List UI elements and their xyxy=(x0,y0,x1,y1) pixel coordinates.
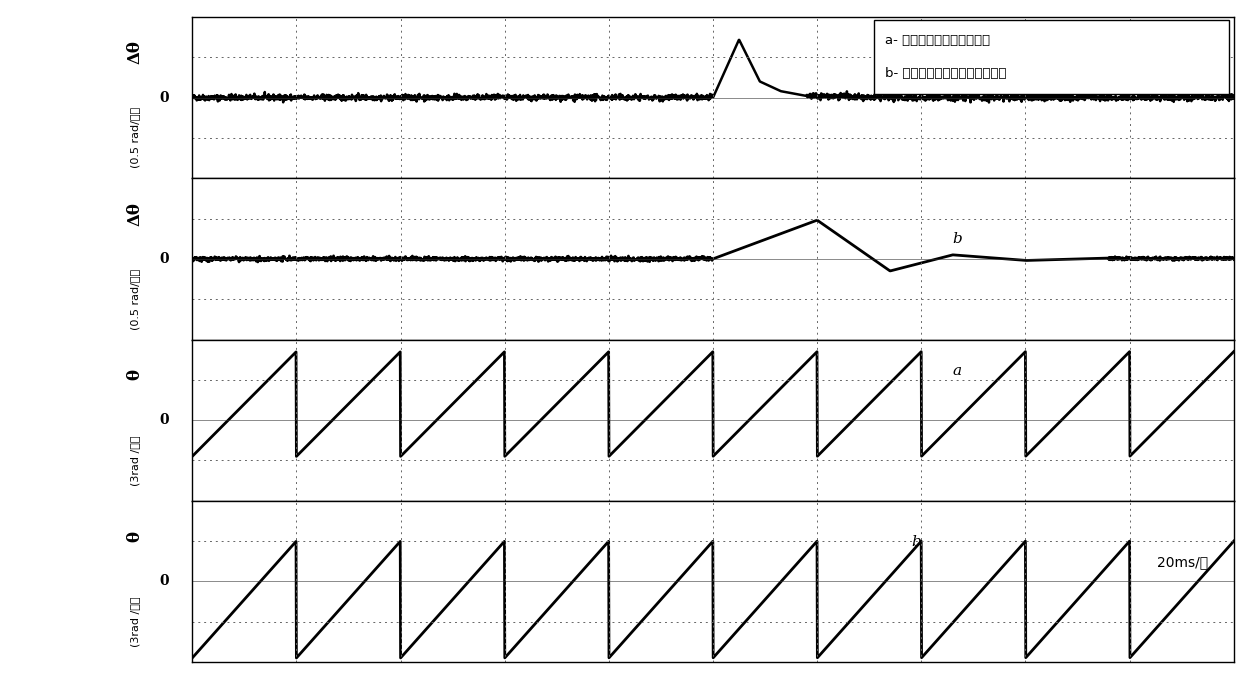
Text: a: a xyxy=(916,35,925,49)
Text: b: b xyxy=(911,535,920,549)
Text: (3rad /格）: (3rad /格） xyxy=(130,596,140,647)
Text: a- 基于梳状滤波器的锁相环: a- 基于梳状滤波器的锁相环 xyxy=(885,35,990,48)
Text: 0: 0 xyxy=(160,413,170,427)
Text: b- 基于滑动平均滤波器的锁相环: b- 基于滑动平均滤波器的锁相环 xyxy=(885,67,1007,80)
Text: 20ms/格: 20ms/格 xyxy=(1157,555,1208,569)
Text: Δθ: Δθ xyxy=(126,41,144,65)
Text: 0: 0 xyxy=(160,90,170,105)
Text: θ: θ xyxy=(126,531,144,542)
Text: Δθ: Δθ xyxy=(126,202,144,225)
Text: (0.5 rad/格）: (0.5 rad/格） xyxy=(130,107,140,168)
Text: (0.5 rad/格）: (0.5 rad/格） xyxy=(130,269,140,330)
Text: (3rad /格）: (3rad /格） xyxy=(130,435,140,485)
Text: 0: 0 xyxy=(160,252,170,266)
Text: θ: θ xyxy=(126,369,144,380)
Text: b: b xyxy=(952,232,962,246)
Text: a: a xyxy=(952,364,962,378)
Text: 0: 0 xyxy=(160,574,170,589)
FancyBboxPatch shape xyxy=(874,20,1229,94)
